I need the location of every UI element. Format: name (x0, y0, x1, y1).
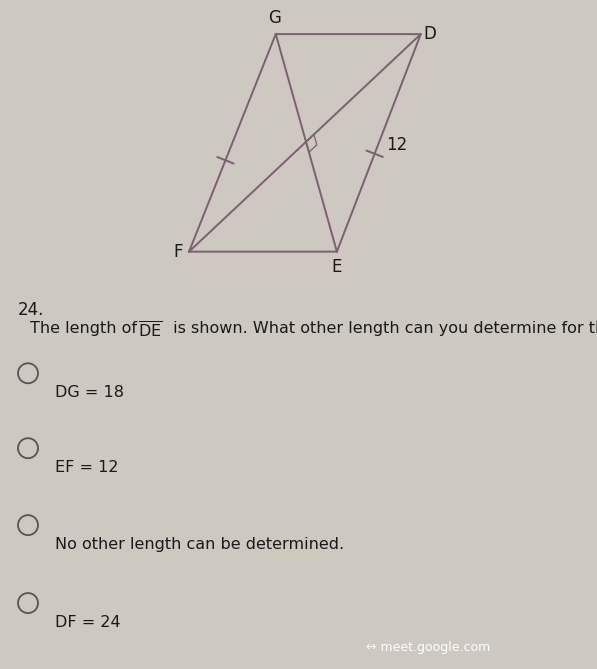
Text: DF = 24: DF = 24 (55, 615, 121, 630)
Text: E: E (332, 258, 342, 276)
Text: 12: 12 (386, 136, 407, 154)
Text: D: D (423, 25, 436, 43)
Text: is shown. What other length can you determine for this diagram?: is shown. What other length can you dete… (168, 321, 597, 337)
Text: $\overline{\mathregular{DE}}$: $\overline{\mathregular{DE}}$ (138, 321, 162, 341)
Text: F: F (174, 243, 183, 261)
Text: ↔ meet.google.com: ↔ meet.google.com (366, 641, 490, 654)
Text: DG = 18: DG = 18 (55, 385, 124, 400)
Text: EF = 12: EF = 12 (55, 460, 118, 475)
Text: No other length can be determined.: No other length can be determined. (55, 537, 344, 552)
Text: The length of: The length of (30, 321, 142, 337)
Text: 24.: 24. (18, 301, 44, 319)
Text: G: G (268, 9, 281, 27)
